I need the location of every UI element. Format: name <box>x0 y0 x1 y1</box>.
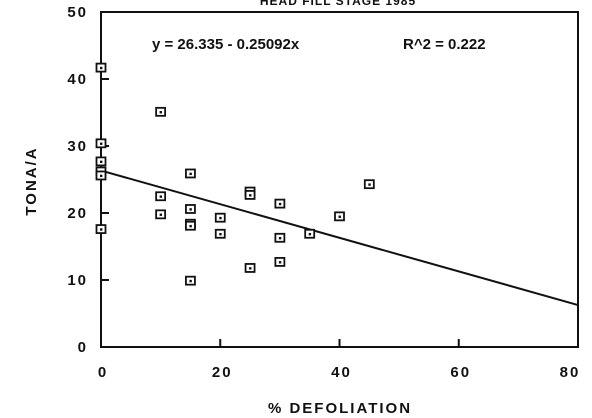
y-axis-title: TONA/A <box>23 146 40 215</box>
data-point <box>185 220 196 231</box>
data-point <box>274 232 286 243</box>
regression-equation: y = 26.335 - 0.25092x <box>152 36 300 53</box>
chart-title-cut: HEAD FILL STAGE 1985 <box>260 0 416 8</box>
y-tick-label: 50 <box>67 4 88 21</box>
x-tick-label: 20 <box>212 364 233 381</box>
x-tick-label: 0 <box>98 364 108 381</box>
data-point <box>95 62 107 73</box>
data-point <box>155 191 167 202</box>
data-point <box>214 228 226 239</box>
data-point <box>214 212 226 223</box>
data-point <box>95 156 107 167</box>
data-point <box>185 204 196 214</box>
y-tick-label: 20 <box>67 205 88 222</box>
x-axis-ticks: 0 20 40 60 80 <box>98 339 581 381</box>
data-point <box>155 106 167 117</box>
data-points <box>95 62 375 286</box>
data-point <box>155 209 167 220</box>
x-axis-title: % DEFOLIATION <box>268 400 412 417</box>
x-tick-label: 80 <box>560 364 581 381</box>
data-point <box>95 170 107 181</box>
data-point <box>274 257 286 267</box>
regression-line <box>100 169 579 307</box>
data-point <box>274 198 286 209</box>
data-point <box>185 275 196 286</box>
x-tick-label: 60 <box>450 364 471 381</box>
data-point <box>185 168 196 179</box>
data-point <box>244 190 256 200</box>
x-tick-label: 40 <box>331 364 352 381</box>
chart-title: HEAD FILL STAGE 1985 <box>260 0 416 8</box>
y-tick-label: 10 <box>67 272 88 289</box>
r-squared-label: R^2 = 0.222 <box>403 36 486 53</box>
data-point <box>334 211 345 222</box>
data-point <box>95 138 107 149</box>
y-tick-label: 0 <box>78 339 88 356</box>
y-tick-label: 30 <box>67 138 88 155</box>
y-tick-label: 40 <box>67 71 88 88</box>
data-point <box>363 179 375 190</box>
data-point <box>304 228 316 239</box>
data-point <box>244 263 256 273</box>
y-axis-ticks: 0 10 20 30 40 50 <box>67 4 109 356</box>
plot-frame <box>100 11 579 348</box>
data-point <box>95 224 107 234</box>
